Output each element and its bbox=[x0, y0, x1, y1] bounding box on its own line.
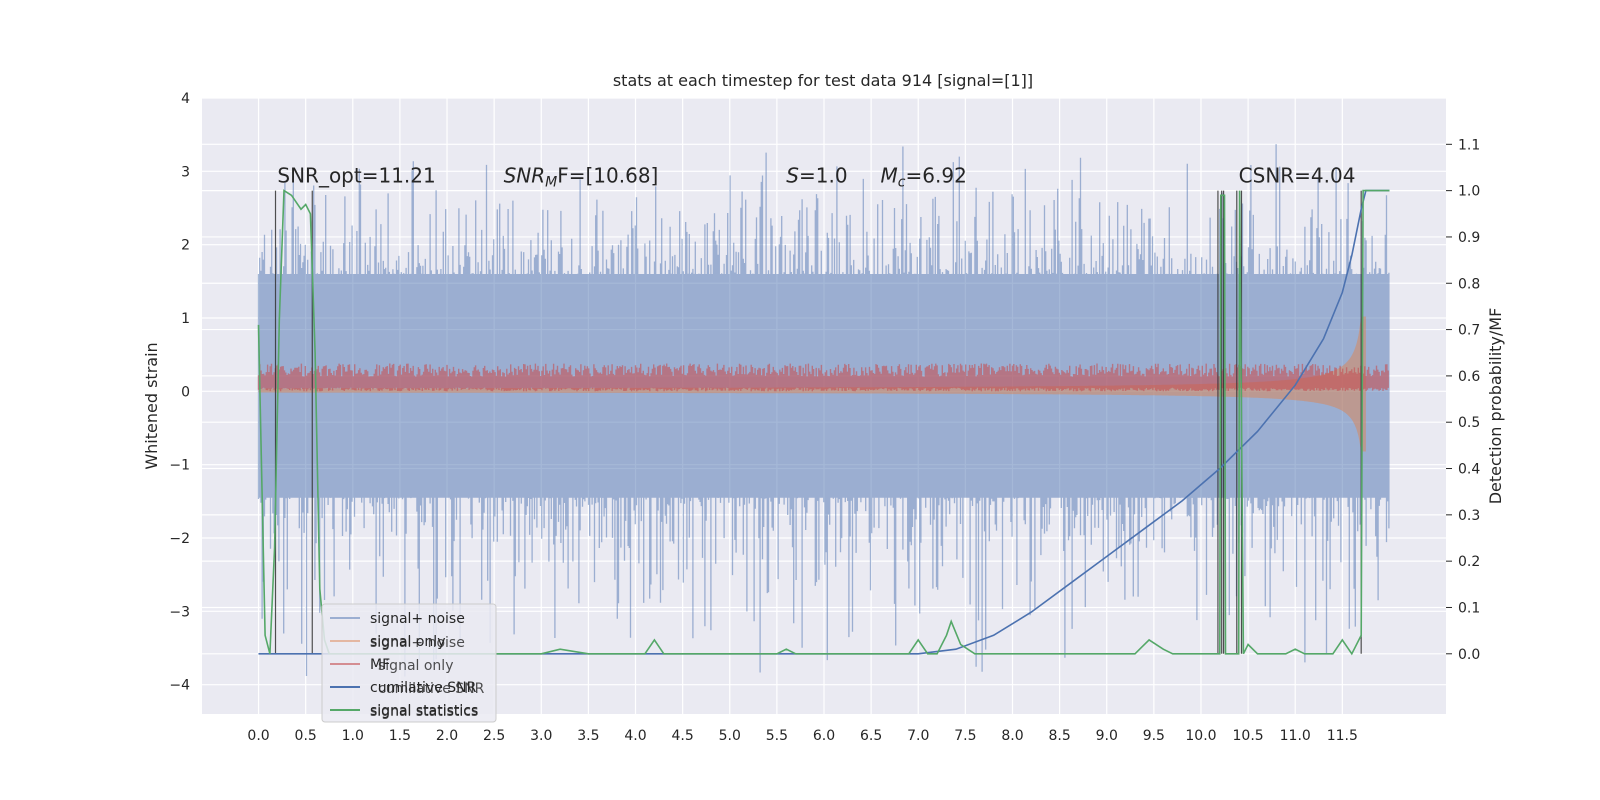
x-tick-label-1: 0.5 bbox=[295, 728, 317, 744]
y2-tick-label-9: 0.9 bbox=[1458, 230, 1480, 246]
chart-title: stats at each timestep for test data 914… bbox=[613, 71, 1033, 90]
x-tick-label-0: 0.0 bbox=[247, 728, 269, 744]
y2-tick-label-7: 0.7 bbox=[1458, 323, 1480, 339]
y2-tick-label-5: 0.5 bbox=[1458, 415, 1480, 431]
x-tick-label-11: 5.5 bbox=[766, 728, 788, 744]
x-tick-label-19: 9.5 bbox=[1143, 728, 1165, 744]
x-tick-label-16: 8.0 bbox=[1001, 728, 1023, 744]
x-tick-label-21: 10.5 bbox=[1233, 728, 1264, 744]
annotation-1: SNRMF=[10.68] bbox=[504, 163, 659, 190]
series-signal-statistics bbox=[257, 189, 1390, 656]
x-tick-label-6: 3.0 bbox=[530, 728, 552, 744]
y-tick-label-6: 2 bbox=[181, 238, 190, 254]
y2-tick-label-6: 0.6 bbox=[1458, 369, 1480, 385]
legend-ghost-2: cumilative SNR bbox=[378, 681, 485, 697]
y-axis-label: Whitened strain bbox=[142, 342, 161, 469]
y-tick-label-1: −3 bbox=[169, 604, 190, 620]
x-axis-ticks: 0.0 0.5 1.0 1.5 2.0 2.5 3.0 3.5 4.0 4.5 5.0 5.5 6.0 6… bbox=[247, 728, 1358, 744]
y2-axis-label: Detection probability/MF bbox=[1486, 308, 1505, 505]
x-tick-label-22: 11.0 bbox=[1280, 728, 1311, 744]
x-tick-label-17: 8.5 bbox=[1048, 728, 1070, 744]
legend-label-2: MF bbox=[370, 657, 390, 673]
x-tick-label-2: 1.0 bbox=[342, 728, 364, 744]
x-tick-label-7: 3.5 bbox=[577, 728, 599, 744]
x-tick-label-15: 7.5 bbox=[954, 728, 976, 744]
x-tick-label-14: 7.0 bbox=[907, 728, 929, 744]
x-tick-label-20: 10.0 bbox=[1185, 728, 1216, 744]
y2-tick-label-0: 0.0 bbox=[1458, 647, 1480, 663]
series-mf bbox=[257, 363, 1389, 392]
x-tick-label-18: 9.0 bbox=[1096, 728, 1118, 744]
y-tick-label-8: 4 bbox=[181, 91, 190, 107]
x-tick-label-3: 1.5 bbox=[389, 728, 411, 744]
legend-box bbox=[321, 603, 497, 723]
y2-tick-label-3: 0.3 bbox=[1458, 508, 1480, 524]
y2-tick-label-10: 1.0 bbox=[1458, 184, 1480, 200]
x-tick-label-8: 4.0 bbox=[624, 728, 646, 744]
legend-ghost-1: signal only bbox=[378, 658, 453, 674]
y2-axis-ticks: 0.0 0.1 0.2 0.3 0.4 0.5 0.6 0.7 0.8 0.9 1.0 1.1 bbox=[1446, 137, 1480, 663]
x-tick-label-9: 4.5 bbox=[672, 728, 694, 744]
y2-tick-label-11: 1.1 bbox=[1458, 137, 1480, 153]
annotations: SNR_opt=11.21 SNRMF=[10.68] S=1.0 Mc=6.92 CS… bbox=[277, 163, 1355, 190]
legend-label-3: cumilative SNR bbox=[370, 680, 477, 696]
x-tick-label-5: 2.5 bbox=[483, 728, 505, 744]
y2-tick-label-4: 0.4 bbox=[1458, 462, 1480, 478]
y2-tick-label-1: 0.1 bbox=[1458, 600, 1480, 616]
legend-ghost-0: signal+ noise bbox=[370, 635, 465, 651]
y2-tick-label-2: 0.2 bbox=[1458, 554, 1480, 570]
y-tick-label-2: −2 bbox=[169, 531, 190, 547]
y-tick-label-0: −4 bbox=[169, 678, 190, 694]
legend-label-0: signal+ noise bbox=[370, 611, 465, 627]
annotation-4: CSNR=4.04 bbox=[1239, 163, 1356, 187]
y-tick-label-7: 3 bbox=[181, 164, 190, 180]
x-tick-label-23: 11.5 bbox=[1327, 728, 1358, 744]
legend-label-4: signal statistics bbox=[370, 703, 478, 719]
series-layer bbox=[257, 144, 1390, 677]
x-tick-label-10: 5.0 bbox=[719, 728, 741, 744]
legend-ghost-3: signal statistics bbox=[370, 704, 478, 720]
y-tick-label-3: −1 bbox=[169, 458, 190, 474]
x-tick-label-4: 2.0 bbox=[436, 728, 458, 744]
y-tick-label-5: 1 bbox=[181, 311, 190, 327]
x-tick-label-12: 6.0 bbox=[813, 728, 835, 744]
series-cumulative-snr bbox=[258, 189, 1390, 655]
y-tick-label-4: 0 bbox=[181, 384, 190, 400]
y-axis-ticks: −4 −3 −2 −1 0 1 2 3 4 bbox=[169, 91, 190, 694]
y2-tick-label-8: 0.8 bbox=[1458, 276, 1480, 292]
legend-label-1: signal only bbox=[370, 634, 445, 650]
annotation-3: Mc=6.92 bbox=[881, 163, 967, 190]
x-tick-label-13: 6.5 bbox=[860, 728, 882, 744]
annotation-0: SNR_opt=11.21 bbox=[277, 163, 435, 187]
annotation-2: S=1.0 bbox=[786, 163, 847, 187]
